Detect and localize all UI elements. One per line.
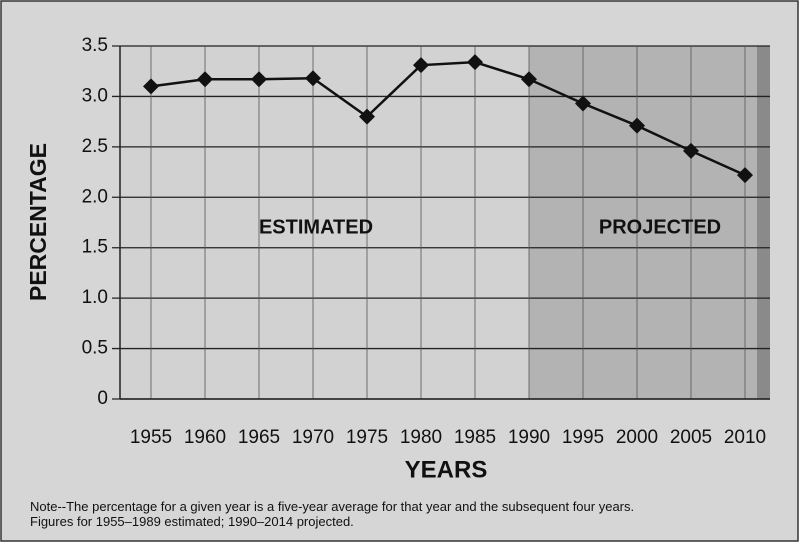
x-tick-label: 2000 [616,427,658,448]
x-tick-label: 1955 [130,427,172,448]
y-tick-label: 3.5 [82,35,108,56]
marker [413,57,429,74]
x-axis-label: YEARS [405,456,488,483]
y-tick-label: 2.5 [82,136,108,157]
y-tick-label: 1.5 [82,237,108,258]
marker [683,142,699,159]
y-tick-label: 2.0 [82,186,108,207]
note: Figures for 1955–1989 estimated; 1990–20… [30,514,354,529]
marker [143,78,159,95]
edge-strip [757,46,770,399]
marker [629,117,645,134]
x-tick-label: 1995 [562,427,604,448]
x-tick-label: 1990 [508,427,550,448]
marker [737,167,753,184]
marker [521,71,537,88]
marker [359,108,375,125]
marker [575,95,591,112]
y-axis-label: PERCENTAGE [25,143,51,301]
y-tick-label: 0.5 [82,338,108,359]
line [150,60,746,177]
marker [197,71,213,88]
annotation: PROJECTED [599,216,721,238]
x-tick-label: 1960 [184,427,226,448]
y-tick-label: 0 [97,388,108,409]
x-tick-label: 2010 [724,427,766,448]
note: Note--The percentage for a given year is… [30,499,634,514]
annotation: ESTIMATED [259,216,373,238]
x-tick-label: 1965 [238,427,280,448]
marker [467,54,483,71]
marker [305,70,321,87]
marker [251,71,267,88]
y-tick-label: 1.0 [82,287,108,308]
y-tick-label: 3.0 [82,85,108,106]
x-tick-label: 2005 [670,427,712,448]
x-tick-label: 1975 [346,427,388,448]
x-tick-label: 1980 [400,427,442,448]
projected-region [529,46,770,399]
x-tick-label: 1985 [454,427,496,448]
x-tick-label: 1970 [292,427,334,448]
